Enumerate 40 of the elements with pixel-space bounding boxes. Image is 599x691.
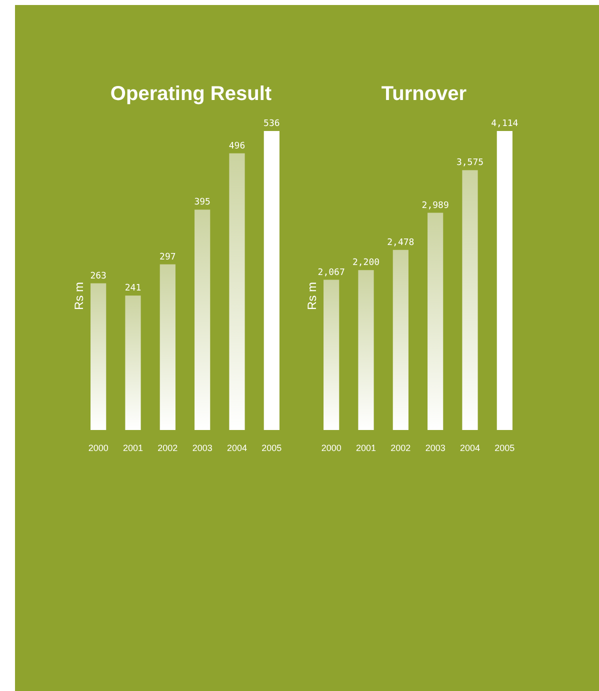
bar	[496, 131, 512, 430]
x-tick-label: 2003	[192, 443, 212, 453]
data-label: 241	[124, 284, 142, 294]
data-label: 3,575	[456, 158, 484, 168]
bar	[125, 296, 141, 430]
data-label: 2,200	[352, 258, 380, 268]
bar	[229, 153, 245, 430]
data-label: 536	[264, 119, 280, 129]
data-label: 2,989	[422, 200, 449, 211]
data-label: 2,067	[318, 268, 345, 278]
bar	[160, 264, 176, 430]
x-tick-label: 2003	[425, 443, 446, 453]
bar	[194, 210, 210, 430]
data-label: 4,114	[491, 119, 518, 129]
x-tick-label: 2004	[226, 443, 248, 453]
x-tick-label: 2001	[356, 443, 376, 453]
bar	[358, 270, 374, 430]
bar	[324, 280, 340, 430]
data-label: 263	[90, 271, 106, 282]
x-tick-label: 2001	[122, 443, 144, 453]
bar	[462, 170, 478, 430]
chart-title: Turnover	[381, 83, 467, 105]
bar	[428, 212, 444, 430]
x-tick-label: 2004	[460, 443, 480, 453]
x-tick-label: 2002	[158, 443, 178, 453]
y-axis-title: Rs m	[72, 282, 86, 310]
data-label: 395	[194, 198, 210, 208]
x-tick-label: 2002	[390, 443, 411, 453]
x-tick-label: 2005	[262, 443, 282, 453]
data-label: 297	[160, 252, 176, 262]
bar	[90, 283, 106, 430]
x-tick-label: 2000	[88, 443, 108, 453]
y-axis-title: Rs m	[305, 282, 319, 310]
data-label: 2,478	[387, 238, 414, 248]
chart-title: Operating Result	[110, 83, 272, 105]
bar	[264, 131, 280, 430]
bar	[392, 250, 408, 430]
data-label: 496	[228, 141, 246, 152]
x-tick-label: 2000	[321, 443, 342, 453]
x-tick-label: 2005	[494, 443, 515, 453]
